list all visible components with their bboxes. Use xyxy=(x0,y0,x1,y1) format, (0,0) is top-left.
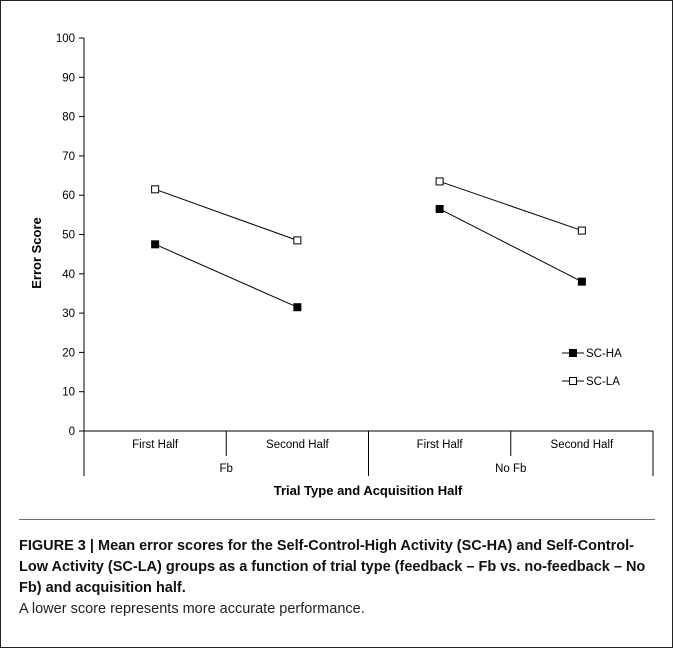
data-point xyxy=(151,240,160,249)
caption-title: FIGURE 3 | Mean error scores for the Sel… xyxy=(19,538,646,596)
data-point xyxy=(435,204,444,213)
axes xyxy=(83,38,654,476)
data-point xyxy=(435,177,444,186)
x-category-label: Second Half xyxy=(551,439,614,451)
y-tick-label: 30 xyxy=(62,308,75,320)
series-line xyxy=(439,208,583,283)
y-tick-label: 90 xyxy=(62,72,75,84)
series-line xyxy=(154,188,298,241)
y-tick-label: 10 xyxy=(62,387,75,399)
x-category-label: First Half xyxy=(417,439,464,451)
y-ticks: 0 10 20 30 40 50 60 70 80 90 100 xyxy=(56,33,84,438)
data-point xyxy=(577,226,586,235)
legend-marker xyxy=(569,349,577,357)
y-tick-label: 100 xyxy=(56,33,75,45)
series-line xyxy=(439,180,583,232)
data-point xyxy=(577,277,586,286)
x-group-label: No Fb xyxy=(495,463,526,475)
x-category-label: First Half xyxy=(132,439,179,451)
y-tick-label: 40 xyxy=(62,269,75,281)
series-line xyxy=(154,243,298,308)
series-sc-ha xyxy=(151,204,586,312)
y-tick-label: 60 xyxy=(62,190,75,202)
legend-label: SC-HA xyxy=(586,348,622,360)
caption-body: A lower score represents more accurate p… xyxy=(19,601,365,617)
x-category-label: Second Half xyxy=(266,439,329,451)
data-point xyxy=(293,303,302,312)
y-tick-label: 70 xyxy=(62,151,75,163)
data-point xyxy=(293,236,302,245)
y-tick-label: 0 xyxy=(69,426,75,438)
caption-divider xyxy=(19,519,655,520)
y-tick-label: 20 xyxy=(62,347,75,359)
x-axis-label: Trial Type and Acquisition Half xyxy=(274,483,463,498)
y-tick-label: 80 xyxy=(62,112,75,124)
legend-marker xyxy=(569,377,577,385)
chart: 0 10 20 30 40 50 60 70 80 90 100 First Half Second … xyxy=(29,33,654,498)
series-sc-la xyxy=(151,177,586,245)
series xyxy=(151,177,586,312)
figure-caption: FIGURE 3 | Mean error scores for the Sel… xyxy=(19,536,659,620)
data-point xyxy=(151,185,160,194)
x-categories: First Half Second Half First Half Second Ha… xyxy=(132,439,614,475)
y-axis-label: Error Score xyxy=(29,217,44,289)
y-tick-label: 50 xyxy=(62,230,75,242)
x-group-label: Fb xyxy=(220,463,233,475)
legend: SC-HA SC-LA xyxy=(562,348,622,388)
legend-label: SC-LA xyxy=(586,376,620,388)
